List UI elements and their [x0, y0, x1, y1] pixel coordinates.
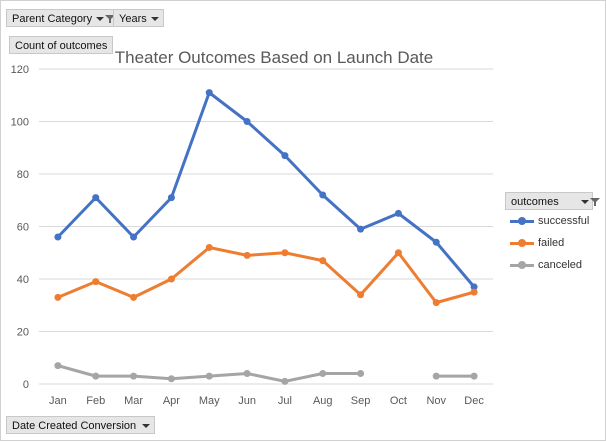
legend-label-successful: successful — [538, 215, 590, 227]
data-point-successful[interactable] — [243, 118, 251, 125]
chevron-down-icon — [580, 200, 589, 205]
x-tick-label: Jan — [49, 395, 67, 407]
chevron-down-icon — [96, 17, 105, 22]
x-tick-label: May — [199, 395, 220, 407]
parent-category-label: Parent Category — [12, 13, 93, 25]
data-point-failed[interactable] — [394, 249, 402, 257]
gridlines — [39, 68, 493, 385]
legend-swatch-failed — [510, 239, 534, 247]
data-point-canceled[interactable] — [432, 372, 440, 380]
chart-title: Theater Outcomes Based on Launch Date — [115, 48, 433, 67]
data-point-successful[interactable] — [54, 233, 62, 241]
legend-item-successful[interactable]: successful — [506, 210, 596, 232]
date-created-conversion-filter-button[interactable]: Date Created Conversion — [6, 416, 156, 434]
data-point-failed[interactable] — [319, 257, 327, 265]
chevron-down-icon — [150, 17, 159, 22]
data-point-canceled[interactable] — [54, 362, 62, 370]
series-lines — [54, 89, 478, 385]
data-point-canceled[interactable] — [470, 372, 478, 380]
data-point-successful[interactable] — [394, 209, 402, 217]
legend-item-failed[interactable]: failed — [506, 232, 596, 254]
x-tick-label: Oct — [390, 395, 407, 407]
count-of-outcomes-value-field[interactable]: Count of outcomes — [9, 36, 114, 54]
data-point-failed[interactable] — [470, 288, 478, 296]
data-point-failed[interactable] — [281, 249, 289, 257]
x-tick-label: Mar — [124, 395, 143, 407]
outcomes-legend-filter-button[interactable]: outcomes — [505, 192, 600, 210]
series-line-failed — [56, 246, 476, 305]
series-line-successful — [56, 91, 476, 289]
data-point-canceled[interactable] — [357, 370, 365, 377]
legend-label-failed: failed — [538, 237, 565, 249]
data-point-failed[interactable] — [432, 299, 440, 307]
data-point-successful[interactable] — [319, 191, 327, 199]
data-point-failed[interactable] — [130, 293, 138, 301]
y-tick-label: 60 — [17, 222, 29, 234]
data-point-failed[interactable] — [243, 251, 251, 259]
legend-title: outcomes — [511, 196, 559, 208]
data-point-successful[interactable] — [432, 238, 440, 246]
x-tick-label: Apr — [163, 395, 180, 407]
data-point-failed[interactable] — [92, 278, 100, 286]
y-tick-label: 40 — [17, 274, 29, 286]
filter-funnel-icon — [589, 198, 600, 207]
data-point-successful[interactable] — [130, 233, 138, 241]
data-point-canceled[interactable] — [319, 370, 327, 377]
x-axis-ticks: Jan Feb Mar Apr May Jun Jul Aug Sep Oct Nov Dec — [49, 395, 484, 407]
years-filter-button[interactable]: Years — [113, 9, 164, 27]
y-axis-ticks: 0 20 40 60 80 100 120 — [11, 64, 29, 391]
data-point-successful[interactable] — [281, 152, 289, 160]
x-tick-label: Dec — [464, 395, 484, 407]
legend-label-canceled: canceled — [538, 259, 583, 271]
legend-swatch-successful — [510, 217, 534, 225]
data-point-failed[interactable] — [167, 275, 175, 283]
y-tick-label: 120 — [11, 64, 29, 76]
data-point-failed[interactable] — [357, 291, 365, 299]
data-point-canceled[interactable] — [130, 372, 138, 380]
chevron-down-icon — [142, 424, 151, 429]
y-tick-label: 20 — [17, 327, 29, 339]
data-point-canceled[interactable] — [243, 370, 251, 377]
series-canceled — [54, 362, 478, 385]
date-created-conversion-label: Date Created Conversion — [12, 420, 137, 432]
data-point-failed[interactable] — [205, 244, 213, 251]
data-point-canceled[interactable] — [167, 375, 175, 383]
parent-category-filter-button[interactable]: Parent Category — [6, 9, 121, 27]
x-tick-label: Sep — [351, 395, 371, 407]
series-failed — [54, 244, 478, 307]
x-tick-label: Aug — [313, 395, 333, 407]
legend-item-canceled[interactable]: canceled — [506, 254, 596, 276]
data-point-canceled[interactable] — [92, 372, 100, 380]
data-point-successful[interactable] — [167, 194, 175, 202]
data-point-failed[interactable] — [54, 293, 62, 301]
years-label: Years — [119, 13, 147, 25]
series-successful — [54, 89, 478, 291]
data-point-successful[interactable] — [470, 283, 478, 291]
count-of-outcomes-label: Count of outcomes — [15, 40, 108, 52]
y-tick-label: 80 — [17, 169, 29, 181]
x-tick-label: Nov — [426, 395, 446, 407]
data-point-canceled[interactable] — [205, 372, 213, 380]
y-tick-label: 0 — [23, 379, 29, 391]
x-tick-label: Feb — [86, 395, 105, 407]
legend: successful failed canceled — [506, 210, 596, 276]
x-tick-label: Jul — [278, 395, 292, 407]
y-tick-label: 100 — [11, 117, 29, 129]
data-point-successful[interactable] — [92, 194, 100, 202]
x-tick-label: Jun — [238, 395, 256, 407]
filter-funnel-icon — [105, 15, 116, 24]
data-point-canceled[interactable] — [281, 377, 289, 385]
legend-swatch-canceled — [510, 261, 534, 269]
data-point-successful[interactable] — [205, 89, 213, 97]
data-point-successful[interactable] — [357, 225, 365, 233]
